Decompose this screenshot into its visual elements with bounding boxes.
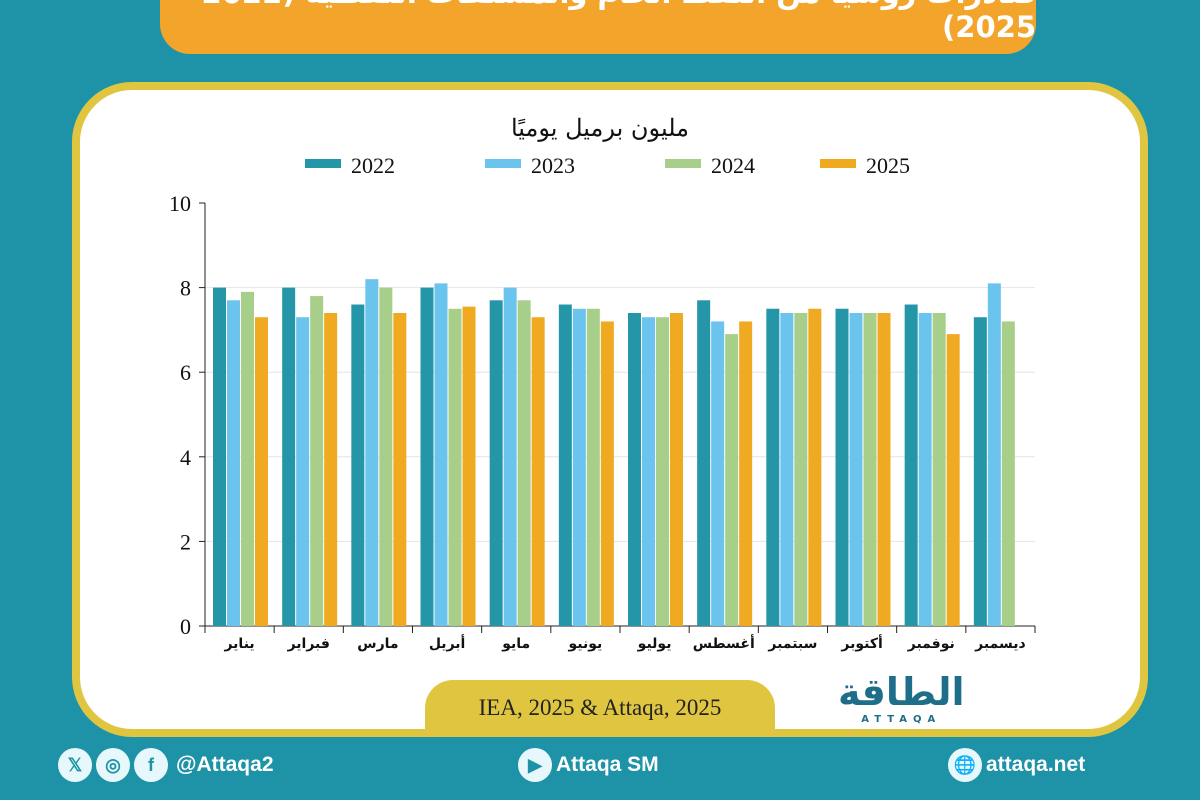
bar-2023 <box>365 279 379 626</box>
x-tick-label: مارس <box>357 636 398 652</box>
source-label: IEA, 2025 & Attaqa, 2025 <box>425 680 775 736</box>
globe-icon: 🌐 <box>948 748 982 782</box>
bar-2025 <box>531 317 545 626</box>
bar-2022 <box>489 300 503 626</box>
bar-2023 <box>434 283 448 626</box>
bar-2025 <box>462 306 476 626</box>
bar-2024 <box>932 312 946 626</box>
x-tick-label: أبريل <box>429 634 466 652</box>
bar-2022 <box>628 312 641 626</box>
bar-2025 <box>393 312 407 626</box>
youtube-icon: ▶ <box>518 748 552 782</box>
x-tick-label: نوفمبر <box>907 636 955 652</box>
x-tick-label: يونيو <box>568 636 603 652</box>
bar-2022 <box>420 287 434 626</box>
youtube-link[interactable]: ▶ Attaqa SM <box>518 745 659 785</box>
x-tick-label: سبتمبر <box>767 636 817 652</box>
bar-2022 <box>558 304 572 626</box>
bar-2022 <box>973 317 987 626</box>
youtube-label: Attaqa SM <box>556 753 659 776</box>
legend-swatch <box>665 159 701 168</box>
bar-2023 <box>227 300 240 626</box>
x-tick-label: يوليو <box>637 636 672 652</box>
bar-2025 <box>255 317 268 626</box>
bar-2024 <box>448 308 462 626</box>
bar-2025 <box>808 308 822 626</box>
website-link[interactable]: 🌐 attaqa.net <box>948 745 1085 785</box>
bar-2025 <box>324 312 338 626</box>
bar-2024 <box>1001 321 1015 626</box>
bar-2023 <box>987 283 1001 626</box>
x-tick-label: ديسمبر <box>974 636 1026 652</box>
legend-label: 2023 <box>531 153 575 178</box>
bar-2023 <box>503 287 517 626</box>
x-icon[interactable]: 𝕏 <box>58 748 92 782</box>
bar-2025 <box>946 334 960 626</box>
bar-2025 <box>600 321 614 626</box>
bar-2022 <box>697 300 711 626</box>
x-tick-label: يناير <box>223 636 254 652</box>
website-label: attaqa.net <box>986 753 1086 776</box>
bar-2022 <box>213 287 226 626</box>
bar-2024 <box>586 308 600 626</box>
bar-2024 <box>863 312 877 626</box>
social-links: 𝕏 ◎ f @Attaqa2 <box>58 745 274 785</box>
bar-2022 <box>351 304 365 626</box>
chart-title: مليون برميل يوميًا <box>511 114 689 142</box>
y-tick-label: 10 <box>169 191 191 216</box>
x-tick-label: أكتوبر <box>840 634 882 652</box>
bar-2024 <box>310 296 324 626</box>
bar-2023 <box>572 308 586 626</box>
facebook-icon[interactable]: f <box>134 748 168 782</box>
x-tick-label: فبراير <box>287 636 330 652</box>
bar-2022 <box>904 304 918 626</box>
bar-2023 <box>780 312 794 626</box>
bar-2024 <box>241 291 254 626</box>
attaqa-logo: الطاقة ATTAQA <box>838 670 965 725</box>
bar-2022 <box>835 308 849 626</box>
legend-label: 2024 <box>711 153 755 178</box>
logo-latin: ATTAQA <box>861 714 942 725</box>
y-tick-label: 8 <box>180 276 191 301</box>
legend-swatch <box>485 159 521 168</box>
legend-label: 2025 <box>866 153 910 178</box>
bar-2022 <box>766 308 780 626</box>
logo-arabic: الطاقة <box>838 670 965 714</box>
bar-2024 <box>725 334 739 626</box>
legend-label: 2022 <box>351 153 395 178</box>
bar-2023 <box>711 321 725 626</box>
bar-2023 <box>849 312 863 626</box>
bar-2023 <box>918 312 932 626</box>
legend-swatch <box>305 159 341 168</box>
y-tick-label: 2 <box>180 529 191 554</box>
x-tick-label: أغسطس <box>693 634 755 652</box>
bar-2023 <box>642 317 655 626</box>
bar-2023 <box>296 317 310 626</box>
bar-2025 <box>877 312 891 626</box>
bar-2024 <box>656 317 669 626</box>
bar-2025 <box>739 321 753 626</box>
bar-2022 <box>282 287 296 626</box>
y-tick-label: 6 <box>180 360 191 385</box>
instagram-icon[interactable]: ◎ <box>96 748 130 782</box>
y-tick-label: 0 <box>180 614 191 639</box>
social-handle[interactable]: @Attaqa2 <box>176 753 274 776</box>
legend-swatch <box>820 159 856 168</box>
bar-2024 <box>379 287 393 626</box>
bar-2024 <box>517 300 531 626</box>
y-tick-label: 4 <box>180 445 191 470</box>
bar-2024 <box>794 312 808 626</box>
bar-2025 <box>670 312 683 626</box>
chart-title-banner: صادرات روسيا من النفط الخام والمشتقات ال… <box>160 0 1036 54</box>
x-tick-label: مايو <box>501 636 530 652</box>
